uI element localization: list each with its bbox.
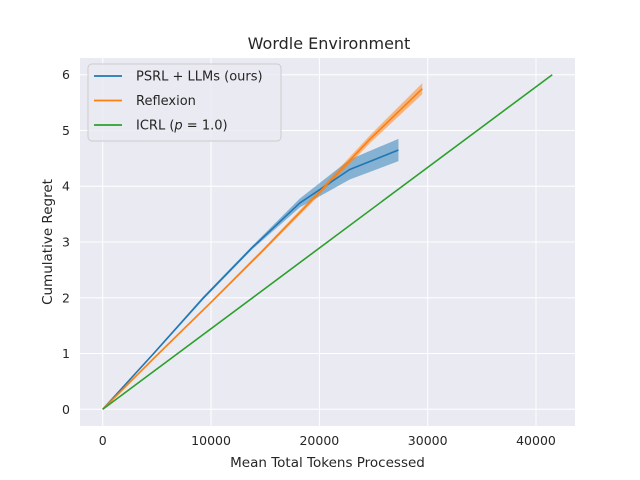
y-tick-label: 0 [62, 402, 70, 417]
series-band-0 [102, 138, 399, 410]
x-tick-labels: 0 10000 20000 30000 40000 [99, 433, 556, 448]
y-tick-label: 2 [62, 290, 70, 305]
legend-box [87, 63, 282, 142]
y-tick-label: 1 [62, 346, 70, 361]
legend-entry-2: ICRL (p = 1.0) [136, 119, 228, 134]
legend-entry-prefix: ICRL ( [136, 119, 174, 134]
series-line-1 [102, 88, 423, 410]
x-axis-label: Mean Total Tokens Processed [230, 455, 425, 471]
chart-title: Wordle Environment [248, 34, 411, 53]
series-line-2 [102, 74, 553, 410]
legend-entry-suffix: = 1.0) [183, 119, 228, 134]
series-line-0 [102, 149, 399, 410]
x-tick-label: 10000 [191, 433, 231, 448]
y-tick-label: 4 [62, 179, 70, 194]
x-tick-label: 30000 [408, 433, 448, 448]
legend-entry-var: p [173, 119, 182, 134]
confidence-bands [102, 83, 423, 410]
series-lines [102, 74, 553, 410]
y-axis-label: Cumulative Regret [40, 179, 56, 305]
y-tick-label: 3 [62, 235, 70, 250]
y-tick-labels: 0 1 2 3 4 5 6 [62, 67, 70, 417]
y-tick-label: 6 [62, 67, 70, 82]
x-tick-label: 0 [99, 433, 107, 448]
legend: PSRL + LLMs (ours) Reflexion ICRL (p = 1.0… [87, 63, 282, 142]
x-tick-label: 20000 [299, 433, 339, 448]
x-tick-label: 40000 [516, 433, 556, 448]
legend-entry-1: Reflexion [136, 94, 196, 109]
y-tick-label: 5 [62, 123, 70, 138]
series-band-1 [102, 83, 423, 410]
legend-entry-0: PSRL + LLMs (ours) [136, 70, 263, 85]
